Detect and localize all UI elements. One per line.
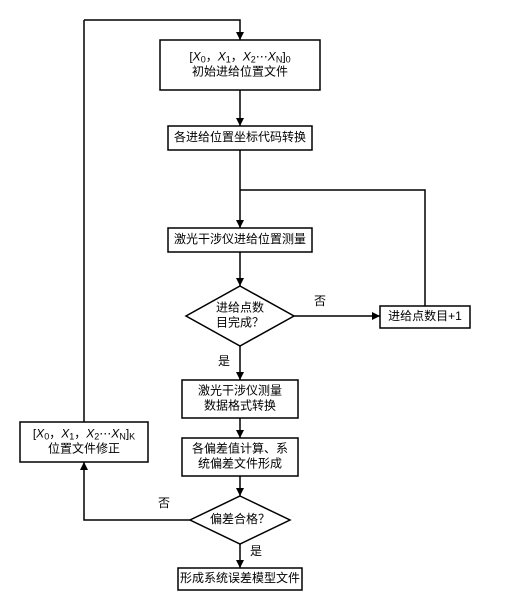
- node-d1-line1: 目完成？: [216, 315, 264, 330]
- node-n4: 进给点数目+1: [380, 306, 470, 328]
- label-yes2: 是: [250, 544, 262, 558]
- node-n2: 各进给位置坐标代码转换: [168, 126, 312, 150]
- node-n1-line1: 初始进给位置文件: [192, 64, 288, 79]
- node-n5-line0: 激光干涉仪测量: [198, 384, 282, 398]
- node-n4-line0: 进给点数目+1: [388, 308, 462, 323]
- label-yes1: 是: [218, 354, 230, 368]
- node-n6-line1: 统偏差文件形成: [198, 456, 282, 471]
- node-d1: 进给点数目完成？: [186, 286, 294, 346]
- node-d2: 偏差合格？: [190, 496, 290, 544]
- node-n6: 各偏差值计算、系统偏差文件形成: [182, 438, 298, 476]
- edge-e_d2_no: [84, 462, 190, 520]
- node-n2-line0: 各进给位置坐标代码转换: [174, 129, 306, 144]
- label-no1: 否: [314, 294, 326, 308]
- node-n5-line1: 数据格式转换: [204, 398, 276, 413]
- node-n8-line1: 位置文件修正: [48, 441, 120, 456]
- node-d1-line0: 进给点数: [216, 300, 264, 315]
- node-n8: [X0，X1，X2⋯XN]K位置文件修正: [20, 422, 148, 462]
- node-n3-line0: 激光干涉仪进给位置测量: [174, 231, 306, 246]
- node-n7: 形成系统误差模型文件: [178, 568, 302, 590]
- node-n7-line0: 形成系统误差模型文件: [180, 570, 300, 585]
- node-d2-line0: 偏差合格？: [210, 511, 270, 526]
- node-n1: [X0，X1，X2⋯XN]0初始进给位置文件: [160, 40, 320, 90]
- label-no2: 否: [158, 496, 170, 510]
- node-n5: 激光干涉仪测量数据格式转换: [182, 380, 298, 418]
- edge-e_top_in: [84, 20, 240, 40]
- node-n3: 激光干涉仪进给位置测量: [168, 228, 312, 252]
- node-n6-line0: 各偏差值计算、系: [192, 441, 288, 456]
